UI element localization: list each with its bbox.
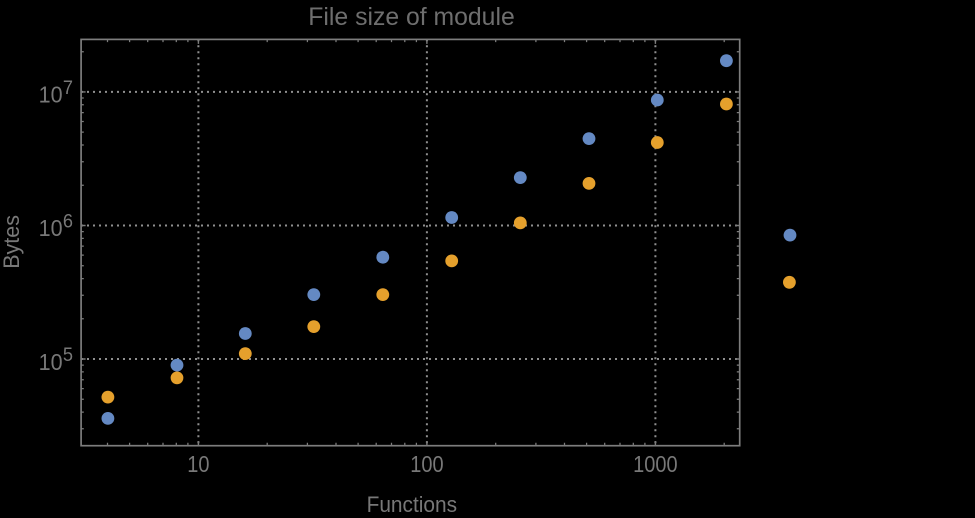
svg-text:1000: 1000 [633, 452, 678, 477]
svg-text:10: 10 [39, 82, 63, 108]
svg-text:File size of module: File size of module [308, 3, 514, 31]
svg-text:6: 6 [63, 211, 73, 233]
svg-text:Bytes: Bytes [0, 215, 24, 269]
svg-text:10: 10 [39, 349, 63, 375]
svg-text:5: 5 [63, 344, 73, 366]
svg-text:7: 7 [63, 77, 73, 99]
svg-text:10: 10 [39, 215, 63, 241]
svg-text:Functions: Functions [367, 491, 458, 513]
svg-text:100: 100 [410, 452, 443, 477]
svg-text:10: 10 [187, 452, 209, 477]
